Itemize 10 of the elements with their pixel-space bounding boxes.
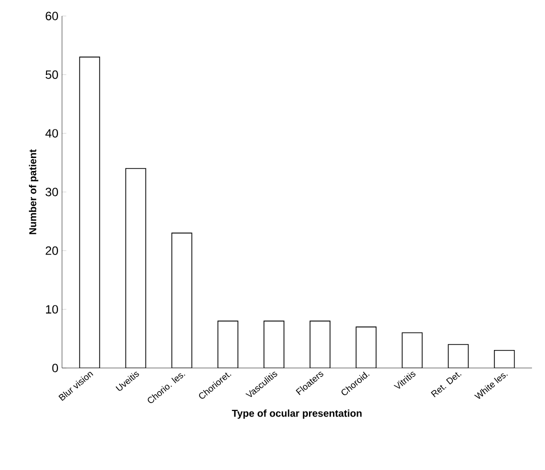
y-tick-label: 20 [46, 246, 58, 255]
x-axis-title: Type of ocular presentation [232, 409, 362, 419]
y-axis-title: Number of patient [28, 149, 38, 234]
y-tick-label: 30 [46, 188, 58, 196]
y-tick-label: 0 [52, 364, 58, 372]
x-tick-label: Ret. Det. [430, 372, 462, 398]
y-tick-label: 60 [46, 12, 58, 20]
y-tick-label: 50 [46, 70, 58, 79]
y-tick-label: 10 [46, 305, 58, 314]
y-tick-label: 40 [45, 129, 58, 138]
